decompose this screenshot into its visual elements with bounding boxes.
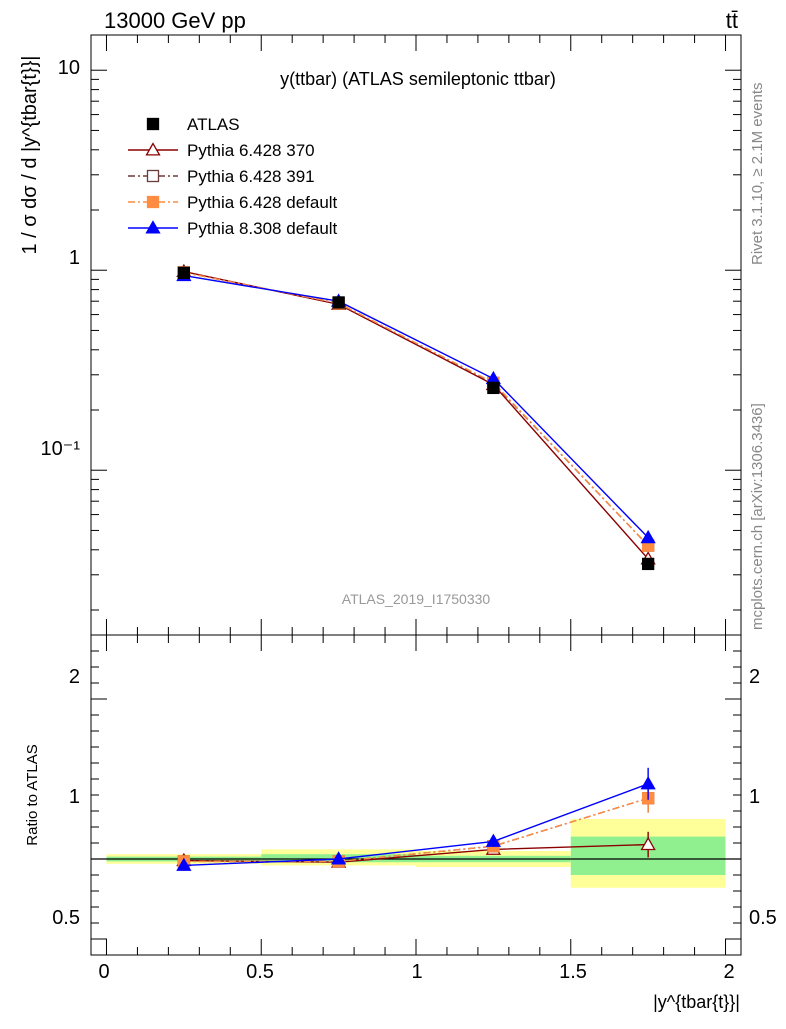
legend-marker-pythia-6-428-default <box>146 195 160 209</box>
point-atlas <box>641 557 655 571</box>
main-ticks <box>91 35 741 635</box>
point-atlas <box>487 381 500 395</box>
series-line-pythia-8-308-default <box>183 274 649 539</box>
series-line-pythia-6-428-391 <box>183 271 649 547</box>
main-series <box>176 263 656 571</box>
legend-marker-pythia-6-428-370 <box>145 142 161 156</box>
ratio-ticks <box>91 635 741 955</box>
ratio-ytick-label-right-2: 2 <box>749 666 760 688</box>
ratio-plot: Ratio to ATLAS |y^{tbar{t}}| 0.5 1 2 0.5… <box>24 634 777 1012</box>
header-left: 13000 GeV pp <box>104 8 246 33</box>
ratio-ytick-label-left-2: 2 <box>69 666 80 688</box>
legend: ATLAS Pythia 6.428 370 Pythia 6.428 391 Pyt… <box>128 115 338 238</box>
legend-marker-pythia-8-308-default <box>145 220 161 234</box>
main-ylabel: 1 / σ dσ / d |y^{tbar{t}}| <box>19 55 41 254</box>
xtick-label-1.5: 1.5 <box>559 961 587 983</box>
xtick-label-2: 2 <box>723 961 734 983</box>
main-ticklabels: 10 1 10⁻¹ <box>41 57 81 460</box>
ratio-point-pythia-6-428-370 <box>640 836 656 851</box>
legend-marker-atlas <box>146 117 160 131</box>
legend-label-pythia-6-428-default: Pythia 6.428 default <box>187 193 338 212</box>
rivet-label: Rivet 3.1.10, ≥ 2.1M events <box>749 83 766 266</box>
main-plot: 10 1 10⁻¹ y(ttbar) (ATLAS semileptonic t… <box>19 34 742 636</box>
main-title: y(ttbar) (ATLAS semileptonic ttbar) <box>280 69 556 89</box>
ratio-ytick-label-right-1: 1 <box>749 786 760 808</box>
main-ytick-label-10: 10 <box>58 57 80 79</box>
ratio-xlabel: |y^{tbar{t}}| <box>653 992 740 1012</box>
ratio-series <box>176 767 656 871</box>
header-right: tt̄ <box>726 8 738 33</box>
ratio-ylabel: Ratio to ATLAS <box>24 744 41 845</box>
ratio-ytick-label-left-1: 1 <box>69 786 80 808</box>
legend-label-pythia-6-428-370: Pythia 6.428 370 <box>187 141 315 160</box>
ratio-point-pythia-8-308-default <box>485 833 502 847</box>
point-atlas <box>332 296 345 309</box>
xtick-label-1: 1 <box>411 961 422 983</box>
ratio-point-pythia-8-308-default <box>330 851 347 865</box>
series-line-pythia-6-428-370 <box>183 270 649 560</box>
legend-marker-pythia-6-428-391 <box>146 169 160 183</box>
mcplots-label: mcplots.cern.ch [arXiv:1306.3436] <box>749 403 766 630</box>
ratio-point-pythia-8-308-default <box>176 857 192 871</box>
ratio-line-pythia-8-308-default <box>183 783 649 867</box>
ratio-ytick-label-left-0.5: 0.5 <box>52 907 80 929</box>
main-ytick-label-1: 1 <box>69 247 80 269</box>
analysis-watermark: ATLAS_2019_I1750330 <box>342 591 491 607</box>
main-ytick-label-0.1: 10⁻¹ <box>41 438 81 460</box>
xtick-label-0.5: 0.5 <box>246 961 274 983</box>
legend-label-atlas: ATLAS <box>187 115 240 134</box>
xtick-label-0: 0 <box>98 961 109 983</box>
ratio-ytick-label-right-0.5: 0.5 <box>749 907 777 929</box>
ratio-line-pythia-6-428-default <box>183 797 649 863</box>
point-atlas <box>177 266 191 280</box>
legend-label-pythia-8-308-default: Pythia 8.308 default <box>187 219 338 238</box>
series-line-pythia-6-428-default <box>183 271 649 547</box>
ratio-bands <box>91 819 741 888</box>
legend-label-pythia-6-428-391: Pythia 6.428 391 <box>187 167 315 186</box>
ratio-point-pythia-8-308-default <box>640 775 656 790</box>
point-pythia-8-308-default <box>640 529 656 544</box>
